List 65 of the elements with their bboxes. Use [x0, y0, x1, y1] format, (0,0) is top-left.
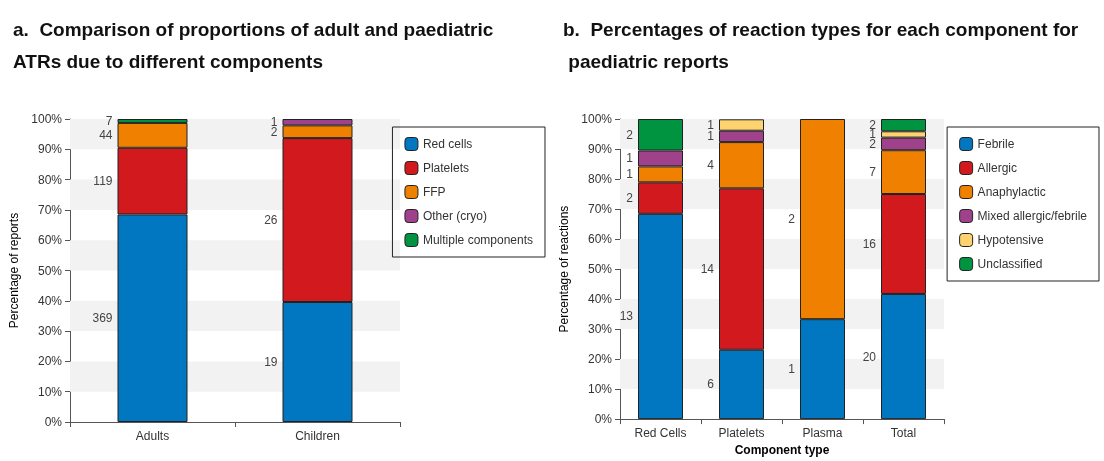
x-tick-label: Children	[295, 429, 340, 443]
legend-label: Febrile	[977, 137, 1015, 151]
annotation: 1	[626, 151, 634, 166]
y-tick-label: 10%	[37, 384, 63, 399]
annotation: 26	[264, 213, 278, 228]
annotation: 1	[707, 129, 715, 144]
legend-label: Red cells	[422, 137, 473, 151]
annotation: 1	[788, 362, 796, 377]
y-tick-label: 90%	[37, 142, 63, 157]
annotation: 16	[862, 236, 877, 251]
x-tick-label: Red Cells	[634, 426, 687, 441]
y-tick-label: 70%	[587, 202, 613, 217]
y-tick-label: 40%	[37, 293, 63, 308]
chart-title: b. Percentages of reaction types for each component for paediatric reports	[563, 18, 1079, 72]
y-axis-title: Percentage of reports	[7, 212, 21, 329]
y-tick-label: 0%	[594, 412, 613, 427]
y-tick-label: 50%	[37, 263, 63, 278]
y-tick-label: 90%	[587, 142, 613, 157]
y-tick-label: 20%	[587, 352, 613, 367]
annotation: 1	[707, 118, 715, 132]
legend-label: Allergic	[977, 161, 1017, 175]
annotation: 2	[626, 191, 634, 206]
y-tick-label: 0%	[44, 415, 63, 429]
y-tick-label: 30%	[37, 324, 63, 339]
x-tick-label: Platelets	[718, 426, 765, 441]
y-tick-label: 80%	[587, 172, 613, 187]
legend-label: Other (cryo)	[422, 209, 487, 223]
y-tick-label: 30%	[587, 322, 613, 337]
annotation: 44	[99, 128, 113, 143]
annotation: 20	[862, 349, 877, 364]
y-axis-title: Percentage of reactions	[557, 205, 571, 333]
annotation: 1	[626, 167, 634, 182]
y-tick-label: 60%	[37, 233, 63, 248]
legend-label: Multiple components	[422, 233, 534, 247]
annotation: 6	[707, 377, 715, 392]
annotation: 13	[619, 309, 634, 324]
y-tick-label: 60%	[587, 232, 613, 247]
x-axis-title: Component type	[734, 443, 830, 457]
legend-label: Unclassified	[977, 257, 1043, 271]
y-tick-label: 50%	[587, 262, 613, 277]
annotation: 7	[105, 113, 113, 128]
legend-label: Hypotensive	[977, 233, 1044, 247]
annotation: 369	[92, 311, 113, 326]
y-tick-label: 100%	[31, 112, 63, 126]
y-tick-label: 100%	[581, 112, 613, 126]
x-tick-label: Adults	[135, 429, 170, 443]
y-tick-label: 40%	[587, 292, 613, 307]
y-tick-label: 80%	[37, 172, 63, 187]
x-tick-label: Plasma	[802, 426, 843, 441]
legend-label: Platelets	[422, 161, 469, 175]
annotation: 4	[707, 158, 715, 173]
y-tick-label: 70%	[37, 202, 63, 217]
chart-title: a. Comparison of proportions of adult and paediatric ATRs due to different components	[13, 18, 499, 72]
annotation: 2	[626, 127, 634, 142]
legend-label: Mixed allergic/febrile	[977, 209, 1088, 223]
legend-label: Anaphylactic	[977, 185, 1046, 199]
annotation: 14	[700, 262, 715, 277]
y-tick-label: 20%	[37, 354, 63, 369]
y-tick-label: 10%	[587, 382, 613, 397]
annotation: 119	[93, 174, 113, 189]
annotation: 19	[264, 355, 278, 370]
x-tick-label: Total	[890, 426, 917, 441]
annotation: 2	[788, 212, 796, 227]
annotation: 7	[869, 165, 877, 180]
legend-label: FFP	[422, 185, 446, 199]
